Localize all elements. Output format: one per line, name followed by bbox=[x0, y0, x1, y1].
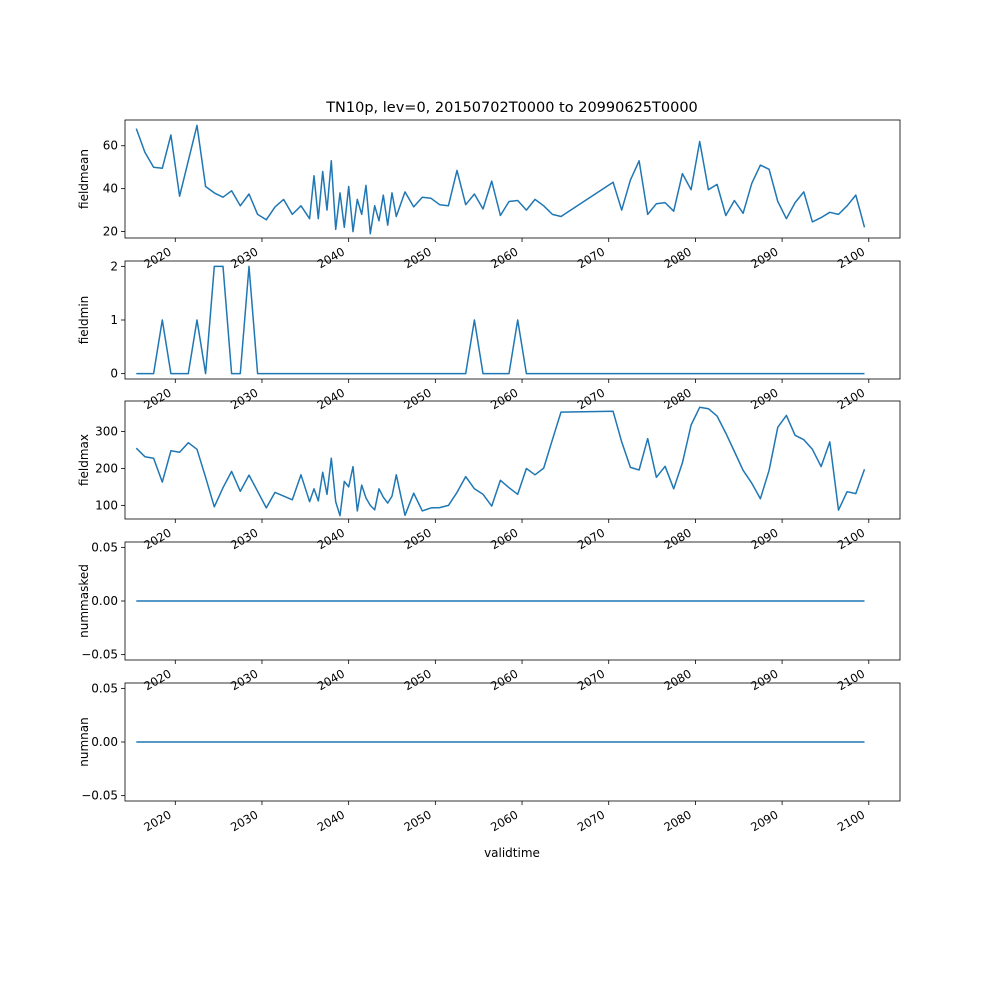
x-tick-label: 2050 bbox=[401, 244, 433, 271]
x-tick-label: 2080 bbox=[662, 385, 694, 412]
subplot-fieldmean: 2020 2030 2040 2050 2060 2070 2080 2090 21002040… bbox=[77, 119, 901, 271]
x-tick-label: 2100 bbox=[835, 807, 867, 834]
y-tick-label: 1 bbox=[110, 313, 118, 327]
y-tick-label: 300 bbox=[95, 425, 118, 439]
plot-frame bbox=[124, 260, 901, 380]
y-axis-label: fieldmean bbox=[77, 149, 91, 209]
x-tick-label: 2030 bbox=[228, 666, 260, 693]
subplot-fieldmax: 2020 2030 2040 2050 2060 2070 2080 2090 2100 100 2… bbox=[77, 400, 901, 552]
x-tick-label: 2020 bbox=[141, 807, 173, 834]
x-tick-label: 2030 bbox=[228, 244, 260, 271]
x-tick-label: 2090 bbox=[748, 666, 780, 693]
x-tick-label: 2080 bbox=[662, 807, 694, 834]
y-axis-label: fieldmax bbox=[77, 434, 91, 486]
chart-title: TN10p, lev=0, 20150702T0000 to 20990625T… bbox=[325, 100, 698, 116]
x-tick-label: 2070 bbox=[575, 525, 607, 552]
y-axis-label: nummasked bbox=[77, 564, 91, 638]
subplots: 2020 2030 2040 2050 2060 2070 2080 2090 21002040… bbox=[77, 119, 901, 834]
x-tick-label: 2070 bbox=[575, 244, 607, 271]
y-tick-label: 200 bbox=[95, 461, 118, 475]
x-tick-label: 2080 bbox=[662, 525, 694, 552]
x-tick-label: 2020 bbox=[141, 525, 173, 552]
x-tick-label: 2050 bbox=[401, 525, 433, 552]
x-axis-label: validtime bbox=[484, 846, 540, 860]
x-tick-label: 2040 bbox=[315, 525, 347, 552]
x-tick-label: 2090 bbox=[748, 385, 780, 412]
subplot-nummasked: 2020 2030 2040 2050 2060 2070 2080 2090 2100 −0.0… bbox=[77, 540, 901, 693]
x-tick-label: 2030 bbox=[228, 385, 260, 412]
x-tick-label: 2100 bbox=[835, 525, 867, 552]
x-tick-label: 2070 bbox=[575, 666, 607, 693]
x-tick-label: 2040 bbox=[315, 666, 347, 693]
x-tick-label: 2040 bbox=[315, 385, 347, 412]
series-line-fieldmean bbox=[135, 124, 866, 235]
series-line-fieldmin bbox=[136, 265, 865, 375]
plot-frame bbox=[124, 541, 901, 661]
y-axis-label: numnan bbox=[77, 717, 91, 766]
y-axis-label: fieldmin bbox=[77, 296, 91, 345]
x-tick-label: 2020 bbox=[141, 244, 173, 271]
x-tick-label: 2060 bbox=[488, 385, 520, 412]
x-tick-label: 2090 bbox=[748, 807, 780, 834]
x-tick-label: 2070 bbox=[575, 385, 607, 412]
y-tick-label: 40 bbox=[103, 182, 118, 196]
y-tick-label: 2 bbox=[110, 259, 118, 273]
subplot-numnan: 2020 2030 2040 2050 2060 2070 2080 2090 2100 −0.0… bbox=[77, 681, 901, 834]
y-tick-label: 0.00 bbox=[91, 594, 118, 608]
x-tick-label: 2080 bbox=[662, 244, 694, 271]
x-tick-label: 2050 bbox=[401, 666, 433, 693]
plot-frame bbox=[124, 682, 901, 802]
x-tick-label: 2100 bbox=[835, 244, 867, 271]
x-tick-label: 2040 bbox=[315, 244, 347, 271]
x-tick-label: 2060 bbox=[488, 807, 520, 834]
x-tick-label: 2100 bbox=[835, 385, 867, 412]
x-tick-label: 2030 bbox=[228, 525, 260, 552]
plot-frame bbox=[124, 119, 901, 239]
x-tick-label: 2020 bbox=[141, 385, 173, 412]
x-tick-label: 2040 bbox=[315, 807, 347, 834]
plot-frame bbox=[124, 400, 901, 520]
x-tick-label: 2100 bbox=[835, 666, 867, 693]
x-tick-label: 2050 bbox=[401, 807, 433, 834]
y-tick-label: 0.05 bbox=[91, 540, 118, 554]
x-tick-label: 2020 bbox=[141, 666, 173, 693]
x-tick-label: 2060 bbox=[488, 666, 520, 693]
y-tick-label: 60 bbox=[103, 139, 118, 153]
x-tick-label: 2090 bbox=[748, 525, 780, 552]
x-tick-label: 2070 bbox=[575, 807, 607, 834]
y-tick-label: 0.00 bbox=[91, 735, 118, 749]
x-tick-label: 2060 bbox=[488, 244, 520, 271]
x-tick-label: 2050 bbox=[401, 385, 433, 412]
x-tick-label: 2090 bbox=[748, 244, 780, 271]
y-tick-label: 0.05 bbox=[91, 681, 118, 695]
series-line-fieldmax bbox=[135, 406, 866, 517]
y-tick-label: 100 bbox=[95, 498, 118, 512]
y-tick-label: −0.05 bbox=[81, 789, 118, 803]
y-tick-label: −0.05 bbox=[81, 648, 118, 662]
y-tick-label: 20 bbox=[103, 225, 118, 239]
x-tick-label: 2030 bbox=[228, 807, 260, 834]
x-tick-label: 2080 bbox=[662, 666, 694, 693]
y-tick-label: 0 bbox=[110, 367, 118, 381]
subplot-fieldmin: 2020 2030 2040 2050 2060 2070 2080 2090 2100 0 1 2 f… bbox=[77, 259, 901, 412]
x-tick-label: 2060 bbox=[488, 525, 520, 552]
